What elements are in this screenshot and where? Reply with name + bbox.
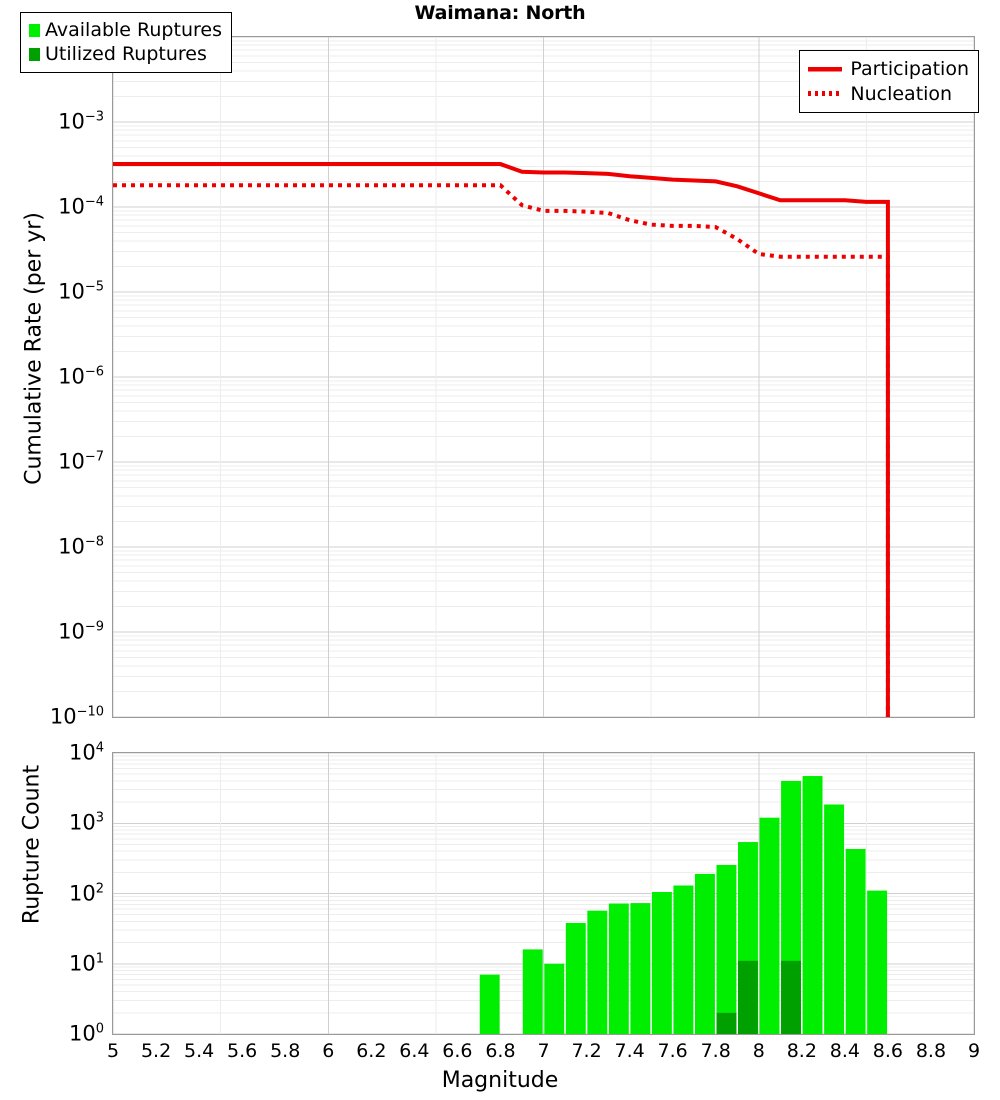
x-axis-tick-label: 6.8 bbox=[485, 1040, 516, 1062]
x-axis-tick-label: 8.4 bbox=[829, 1040, 860, 1062]
utilized-ruptures-swatch bbox=[29, 47, 40, 61]
available-rupture-bar bbox=[587, 910, 608, 1034]
y-axis-tick-label: 10−5 bbox=[58, 279, 104, 304]
available-rupture-bar bbox=[673, 885, 694, 1034]
available-rupture-bar bbox=[824, 804, 845, 1034]
available-rupture-bar bbox=[759, 817, 780, 1034]
utilized-rupture-bar bbox=[738, 960, 758, 1034]
participation-line-swatch bbox=[808, 59, 843, 78]
nucleation-line-swatch bbox=[808, 84, 843, 103]
available-rupture-bar bbox=[522, 949, 543, 1034]
y-axis-tick-label: 101 bbox=[68, 951, 104, 976]
legend-cumulative-rate: Participation Nucleation bbox=[799, 50, 979, 113]
legend-item-participation[interactable]: Participation bbox=[808, 56, 969, 81]
x-axis-tick-label: 8 bbox=[752, 1040, 765, 1062]
y-axis-tick-label: 10−4 bbox=[58, 194, 104, 219]
x-axis-tick-label: 8.6 bbox=[872, 1040, 903, 1062]
y-axis-tick-label: 103 bbox=[68, 810, 104, 835]
available-rupture-bar bbox=[630, 903, 651, 1034]
available-ruptures-swatch bbox=[29, 23, 40, 37]
utilized-rupture-bar bbox=[781, 960, 801, 1034]
available-rupture-bar bbox=[608, 903, 629, 1034]
x-axis-tick-label: 5 bbox=[106, 1040, 120, 1062]
available-rupture-bar bbox=[694, 873, 715, 1034]
y-axis-tick-label: 10−6 bbox=[58, 364, 104, 389]
legend-label-participation: Participation bbox=[850, 57, 969, 80]
y-axis-label-bottom: Rupture Count bbox=[19, 764, 45, 925]
legend-rupture-count: Available Ruptures Utilized Ruptures bbox=[20, 12, 232, 73]
available-rupture-bar bbox=[802, 776, 823, 1034]
y-axis-tick-label: 10−7 bbox=[58, 449, 104, 474]
x-axis-tick-label: 6.6 bbox=[442, 1040, 473, 1062]
x-axis-tick-label: 9 bbox=[967, 1040, 981, 1062]
legend-item-available-ruptures[interactable]: Available Ruptures bbox=[29, 18, 222, 42]
y-axis-tick-label: 104 bbox=[68, 740, 104, 765]
x-axis-tick-label: 6.2 bbox=[356, 1040, 387, 1062]
rupture-count-panel bbox=[112, 752, 975, 1035]
x-axis-tick-label: 7.4 bbox=[614, 1040, 645, 1062]
available-rupture-bar bbox=[565, 923, 586, 1034]
y-axis-tick-label: 102 bbox=[68, 881, 104, 905]
available-rupture-bar bbox=[479, 974, 500, 1034]
x-axis-tick-label: 6 bbox=[322, 1040, 335, 1062]
x-axis-tick-label: 8.8 bbox=[915, 1040, 947, 1062]
x-axis-tick-label: 5.2 bbox=[140, 1040, 172, 1062]
available-rupture-bar bbox=[651, 892, 672, 1034]
x-axis-tick-label: 7.8 bbox=[700, 1040, 731, 1062]
available-rupture-bar bbox=[716, 864, 737, 1034]
legend-label-available-ruptures: Available Ruptures bbox=[45, 19, 222, 41]
x-axis-tick-label: 6.4 bbox=[399, 1040, 430, 1062]
x-axis-tick-label: 7.2 bbox=[571, 1040, 602, 1062]
available-rupture-bar bbox=[544, 963, 565, 1034]
x-axis-tick-label: 8.2 bbox=[786, 1040, 817, 1062]
legend-label-nucleation: Nucleation bbox=[850, 82, 953, 105]
y-axis-tick-label: 100 bbox=[68, 1021, 104, 1046]
y-axis-tick-label: 10−8 bbox=[58, 534, 104, 559]
x-axis-tick-label: 7.6 bbox=[657, 1040, 688, 1062]
legend-label-utilized-ruptures: Utilized Ruptures bbox=[45, 43, 207, 65]
cumulative-rate-panel bbox=[112, 36, 975, 718]
y-axis-tick-label: 10−10 bbox=[49, 704, 104, 729]
legend-item-nucleation[interactable]: Nucleation bbox=[808, 81, 969, 106]
legend-item-utilized-ruptures[interactable]: Utilized Ruptures bbox=[29, 42, 222, 66]
x-axis-tick-label: 7 bbox=[537, 1040, 550, 1062]
y-axis-tick-label: 10−9 bbox=[58, 619, 104, 644]
cumulative-rate-plot bbox=[113, 37, 974, 717]
y-axis-tick-label: 10−3 bbox=[58, 109, 104, 134]
available-rupture-bar bbox=[867, 890, 888, 1034]
x-axis-tick-label: 5.8 bbox=[270, 1040, 301, 1062]
nucleation-curve bbox=[113, 183, 890, 717]
utilized-rupture-bar bbox=[716, 1012, 737, 1034]
available-rupture-bar bbox=[845, 849, 866, 1034]
x-axis-tick-label: 5.4 bbox=[183, 1040, 215, 1062]
participation-curve bbox=[113, 162, 890, 717]
y-axis-label-top: Cumulative Rate (per yr) bbox=[21, 212, 47, 485]
rupture-count-plot bbox=[113, 753, 974, 1034]
page-title: Waimana: North bbox=[414, 2, 586, 24]
x-axis-tick-label: 5.6 bbox=[227, 1040, 258, 1062]
x-axis-label: Magnitude bbox=[441, 1068, 559, 1093]
